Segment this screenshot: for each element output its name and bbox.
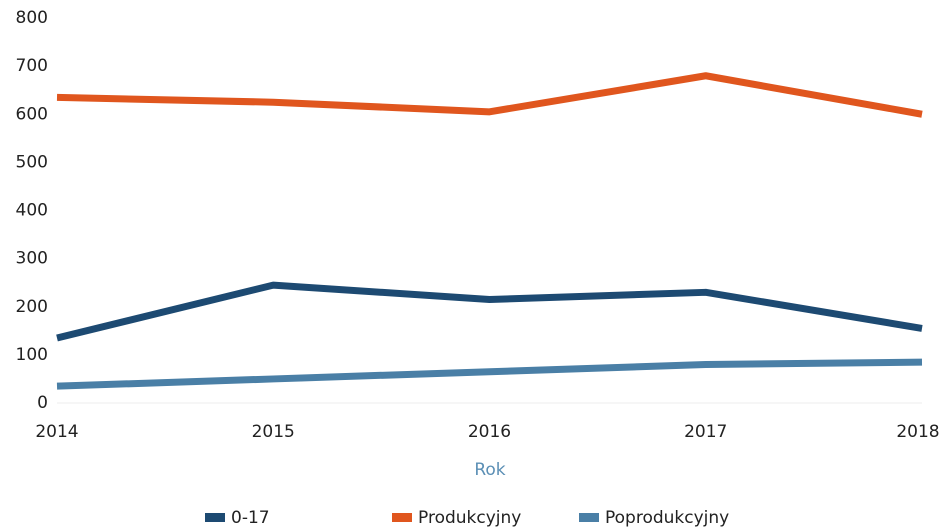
y-tick-label: 300 — [16, 249, 48, 269]
line-series — [56, 72, 923, 118]
x-tick-label: 2016 — [468, 422, 511, 442]
y-tick-label: 500 — [16, 152, 48, 172]
y-tick-label: 200 — [16, 297, 48, 317]
x-tick-label: 2014 — [35, 422, 78, 442]
y-tick-label: 700 — [16, 56, 48, 76]
x-tick-label: 2018 — [896, 422, 939, 442]
legend-swatch — [579, 513, 599, 522]
legend-label: 0-17 — [231, 508, 270, 528]
y-tick-label: 600 — [16, 104, 48, 124]
y-tick-label: 100 — [16, 345, 48, 365]
line-series — [56, 358, 923, 390]
legend-swatch — [205, 513, 225, 522]
legend-label: Poprodukcyjny — [605, 508, 729, 528]
y-tick-label: 400 — [16, 201, 48, 221]
y-tick-label: 800 — [16, 8, 48, 28]
line-series — [56, 281, 923, 342]
x-axis-label: Rok — [474, 460, 505, 480]
legend-swatch — [392, 513, 412, 522]
x-tick-label: 2015 — [252, 422, 295, 442]
y-tick-label: 0 — [37, 393, 48, 413]
x-tick-label: 2017 — [684, 422, 727, 442]
legend-label: Produkcyjny — [418, 508, 521, 528]
